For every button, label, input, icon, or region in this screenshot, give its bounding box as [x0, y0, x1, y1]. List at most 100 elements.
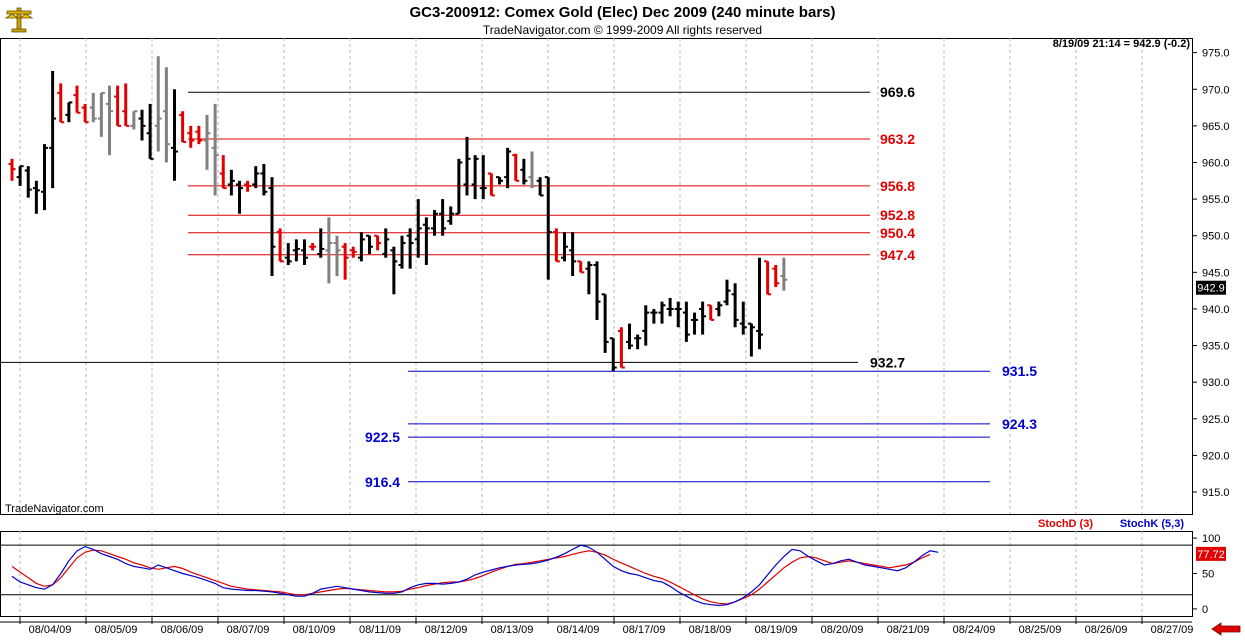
price-bar: [544, 176, 552, 280]
price-bar: [325, 217, 333, 284]
price-panel-frame: [0, 38, 1193, 515]
date-label: 08/05/09: [95, 624, 138, 636]
price-bar: [772, 265, 780, 287]
price-axis-label: 970.0: [1202, 84, 1230, 96]
level-label-950.4: 950.4: [880, 225, 915, 241]
price-bar: [171, 89, 178, 181]
price-bar: [317, 228, 325, 258]
price-axis-label: 965.0: [1202, 121, 1230, 133]
price-bar: [309, 243, 317, 251]
price-bar: [707, 304, 715, 321]
price-bar: [114, 85, 122, 127]
price-axis-label: 950.0: [1202, 231, 1230, 243]
level-label-952.8: 952.8: [880, 207, 915, 223]
price-bar: [244, 180, 252, 192]
price-bar: [187, 125, 195, 148]
price-bar: [658, 301, 666, 324]
price-bar: [747, 322, 755, 357]
last-price-label: 942.9: [1197, 283, 1225, 295]
date-label: 08/18/09: [689, 624, 732, 636]
price-bar: [146, 103, 154, 160]
price-bar: [691, 312, 698, 335]
price-bar: [382, 228, 390, 258]
price-bar: [617, 327, 625, 369]
price-bar: [593, 261, 601, 320]
price-bar: [552, 228, 560, 263]
price-bar: [682, 301, 690, 342]
level-label-947.4: 947.4: [880, 247, 915, 263]
price-bar: [463, 136, 471, 196]
price-bar: [650, 308, 658, 324]
price-bar: [414, 199, 422, 258]
price-bar: [764, 260, 772, 296]
price-bar: [211, 103, 219, 196]
price-bar: [219, 155, 227, 190]
price-bar: [390, 246, 398, 295]
brand-watermark: TradeNavigator.com: [5, 503, 104, 515]
price-bar: [601, 293, 609, 353]
legend-stochk: StochK (5,3): [1119, 518, 1184, 530]
price-bar: [81, 103, 89, 124]
price-bar: [292, 239, 300, 262]
price-bar: [32, 180, 40, 214]
stochk-line: [11, 544, 939, 607]
price-bar: [162, 67, 170, 163]
price-bar: [154, 56, 162, 152]
price-bar: [65, 101, 73, 123]
price-bar: [536, 177, 544, 197]
date-label: 08/07/09: [227, 624, 270, 636]
price-bar: [24, 166, 32, 198]
price-bar: [439, 199, 447, 236]
price-bar: [41, 144, 48, 211]
price-bar: [301, 239, 308, 266]
price-bar: [179, 111, 187, 143]
price-bar: [504, 147, 512, 189]
red-left-arrow-icon[interactable]: [1211, 622, 1241, 636]
price-bar: [260, 163, 268, 196]
price-bar: [138, 109, 146, 141]
price-bar: [268, 177, 276, 276]
level-label-932.7: 932.7: [870, 354, 905, 370]
price-bar: [699, 301, 707, 335]
price-bar: [49, 70, 57, 189]
stochd-line: [11, 549, 931, 605]
date-label: 08/11/09: [359, 624, 401, 636]
stoch-last-box: [1196, 546, 1226, 561]
date-label: 08/12/09: [425, 624, 468, 636]
price-bar: [122, 83, 130, 127]
date-label: 08/27/09: [1151, 624, 1194, 636]
price-bar: [479, 155, 487, 200]
level-label-922.5: 922.5: [365, 429, 400, 445]
price-axis-label: 935.0: [1202, 341, 1230, 353]
stoch-last-label: 77.72: [1197, 549, 1225, 561]
date-label: 08/06/09: [161, 624, 204, 636]
price-bar: [422, 217, 430, 266]
date-label: 08/26/09: [1085, 624, 1128, 636]
price-bar: [496, 176, 503, 185]
price-bar: [528, 151, 536, 189]
price-bar: [252, 166, 260, 189]
price-bar: [512, 153, 520, 182]
price-bar: [333, 235, 341, 276]
price-bar: [341, 243, 349, 280]
chart-title: GC3-200912: Comex Gold (Elec) Dec 2009 (…: [409, 4, 836, 21]
price-bar: [723, 279, 731, 306]
date-label: 08/21/09: [887, 624, 930, 636]
price-axis-label: 960.0: [1202, 157, 1230, 169]
price-bar: [73, 85, 81, 114]
price-bar: [227, 169, 235, 196]
price-bar: [276, 228, 284, 263]
level-label-924.3: 924.3: [1002, 416, 1037, 432]
stoch-axis-label: 100: [1202, 533, 1220, 545]
price-bar: [398, 235, 406, 269]
level-label-956.8: 956.8: [880, 178, 915, 194]
price-axis-label: 920.0: [1202, 450, 1230, 462]
stoch-axis-label: 0: [1202, 604, 1208, 616]
price-axis-label: 930.0: [1202, 377, 1230, 389]
stoch-axis-label: 50: [1202, 569, 1214, 581]
last-price-status: 8/19/09 21:14 = 942.9 (-0.2): [1052, 38, 1190, 50]
last-price-box: [1196, 280, 1226, 295]
price-axis-label: 955.0: [1202, 194, 1230, 206]
price-bar: [561, 232, 568, 262]
